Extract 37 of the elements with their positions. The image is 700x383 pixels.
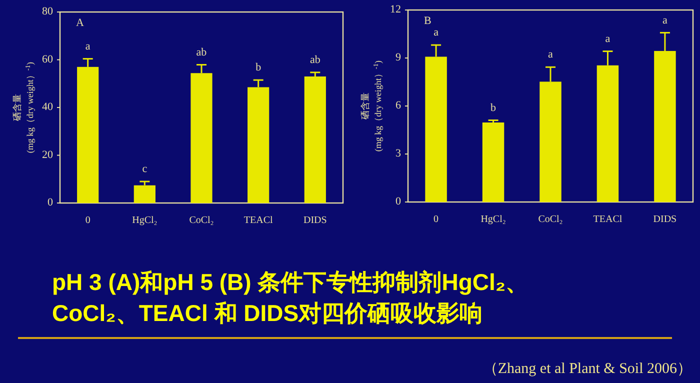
bar [134,185,156,203]
y-tick-label: 20 [42,148,54,161]
y-tick-label: 9 [396,52,402,64]
y-tick-label: 12 [390,4,401,16]
y-tick-label: 0 [396,196,402,208]
annotation: a [85,40,90,52]
annotation: b [256,62,262,74]
x-tick-label: HgCl₂ [480,214,506,225]
y-tick-label: 0 [48,196,54,209]
y-tick-label: 3 [396,148,402,160]
x-tick-label: 0 [434,214,439,225]
x-tick-label: TEACl [244,215,273,226]
x-tick-label: CoCl₂ [538,214,563,225]
y-tick-label: 60 [42,53,54,66]
bar [304,76,326,203]
annotation: ab [196,46,208,58]
annotation: c [142,163,148,176]
x-tick-label: HgCl₂ [132,215,158,226]
annotation: A [76,17,84,29]
annotation: a [548,48,554,61]
y-tick-label: 40 [42,101,54,114]
annotation: a [434,26,439,39]
annotation: a [662,14,668,26]
x-tick-label: 0 [85,215,90,226]
x-tick-label: DIDS [303,215,327,226]
text: pH 3 (A)和pH 5 (B) 条件下专性抑制剂HgCl₂、 CoCl₂、TEACl 和 DIDS对四价硒吸收影响 [52,269,529,326]
annotation: a [605,32,610,45]
bar [482,122,504,202]
y-tick-label: 6 [396,100,402,112]
x-tick-label: TEACl [593,214,622,225]
annotation: B [424,15,432,27]
text: （Zhang et al Plant & Soil 2006） [482,361,692,377]
y-tick-label: 80 [42,6,54,18]
x-tick-label: CoCl₂ [189,215,214,226]
annotation: ab [310,54,321,66]
x-tick-label: DIDS [653,214,677,225]
annotation: b [490,102,497,114]
